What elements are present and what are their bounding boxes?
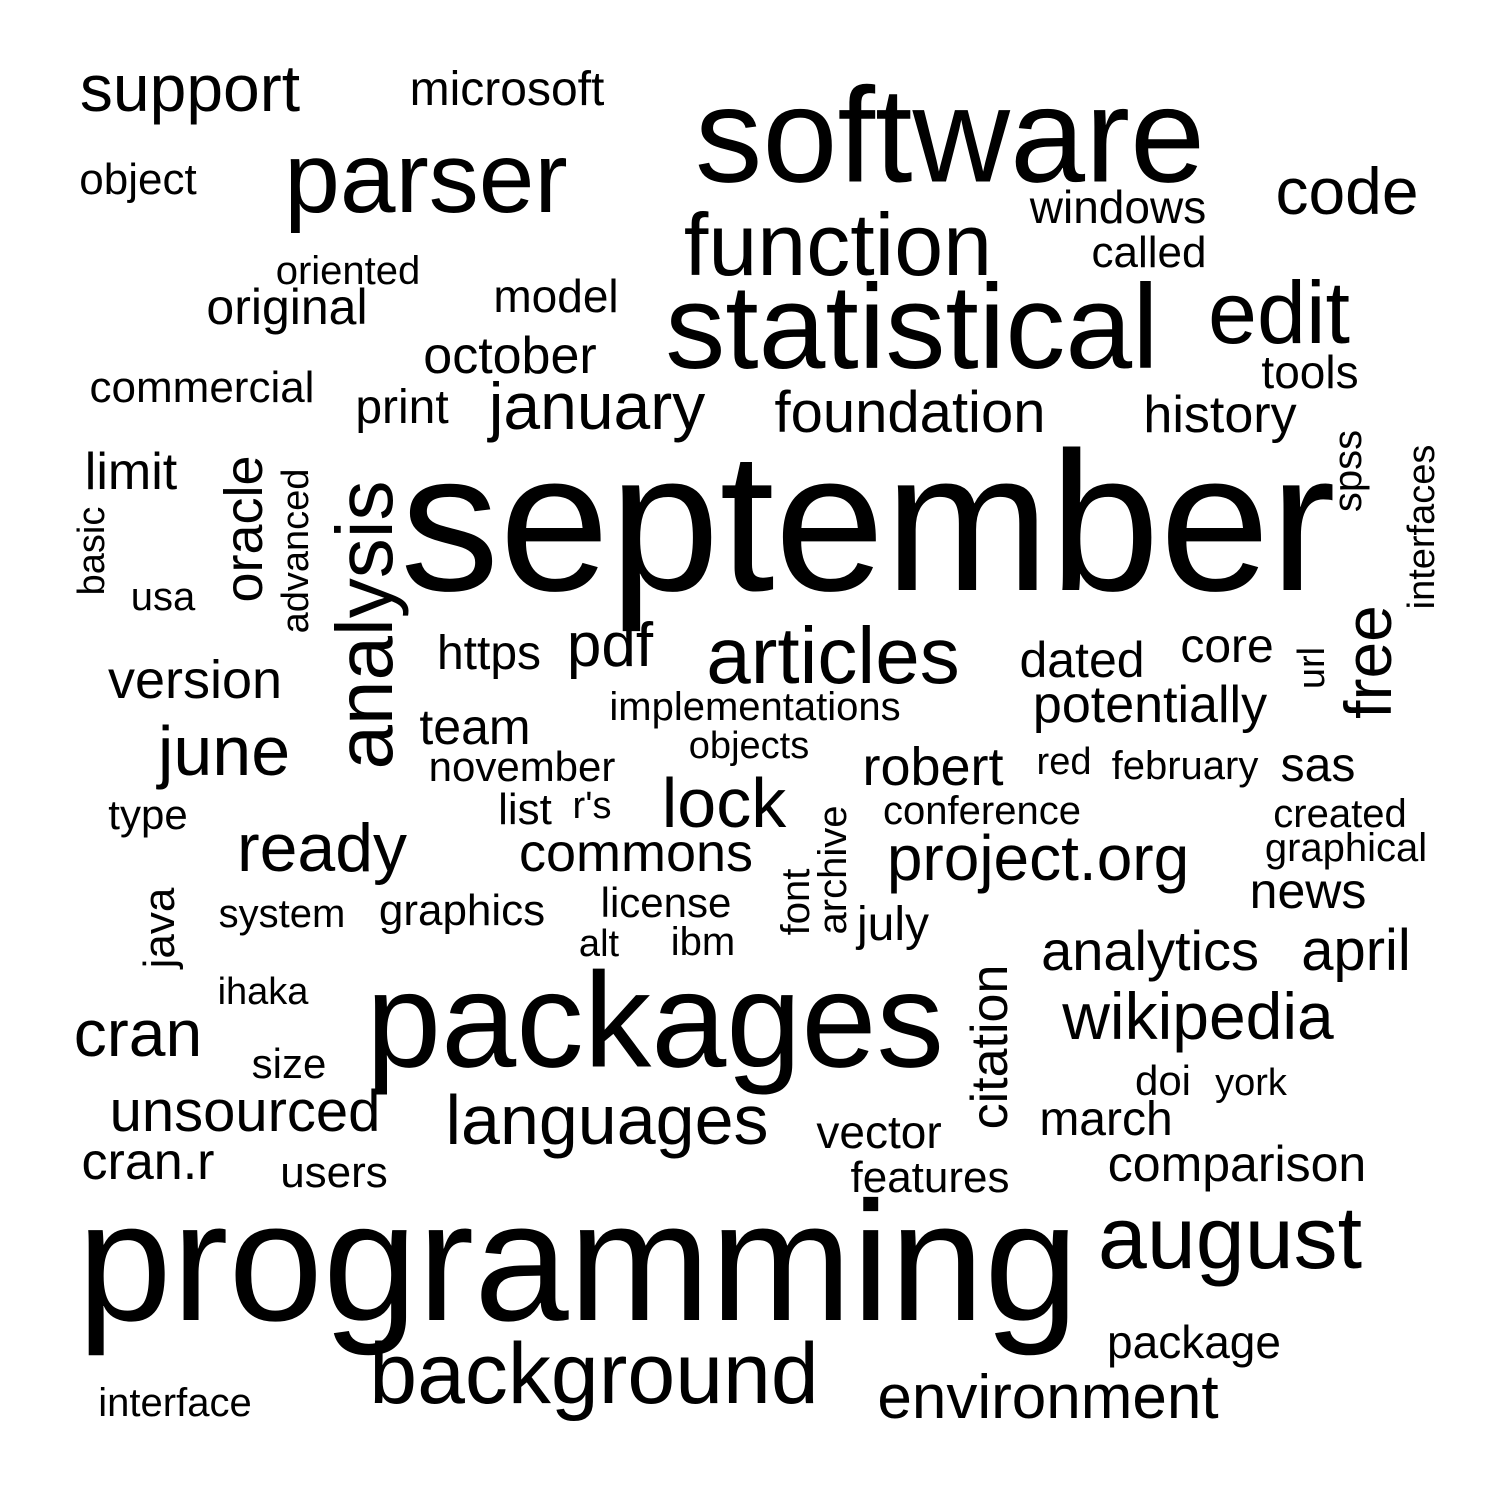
word-sas: sas xyxy=(1280,739,1356,792)
word-java: java xyxy=(135,887,184,969)
word-called: called xyxy=(1091,228,1207,277)
word-https: https xyxy=(436,627,542,680)
word-august: august xyxy=(1097,1188,1363,1287)
word-ihaka: ihaka xyxy=(217,971,309,1013)
word-list: list xyxy=(498,785,552,834)
word-interface: interface xyxy=(98,1381,252,1425)
word-function: function xyxy=(683,195,993,294)
word-oriented: oriented xyxy=(275,249,421,293)
word-ready: ready xyxy=(236,810,408,886)
word-core: core xyxy=(1180,620,1274,673)
word-features: features xyxy=(850,1153,1010,1202)
word-oracle: oracle xyxy=(214,455,274,603)
word-users: users xyxy=(280,1148,388,1197)
word-history: history xyxy=(1143,386,1297,444)
word-code: code xyxy=(1275,154,1419,228)
word-windows: windows xyxy=(1029,181,1207,233)
word-advanced: advanced xyxy=(275,468,317,634)
word-wikipedia: wikipedia xyxy=(1062,979,1334,1053)
word-font: font xyxy=(774,868,818,936)
word-june: june xyxy=(157,712,291,790)
word-usa: usa xyxy=(130,575,196,619)
word-cran-r: cran.r xyxy=(81,1133,215,1191)
word-version: version xyxy=(107,650,283,710)
word-february: february xyxy=(1111,744,1259,788)
word-team: team xyxy=(419,699,531,755)
word-package: package xyxy=(1107,1316,1281,1368)
word-license: license xyxy=(600,879,732,926)
word-model: model xyxy=(493,270,619,322)
word-objects: objects xyxy=(688,725,810,767)
word-articles: articles xyxy=(706,611,960,700)
word-parser: parser xyxy=(284,122,568,234)
word-doi: doi xyxy=(1134,1057,1192,1104)
word-interfaces: interfaces xyxy=(1401,444,1443,610)
word-basic: basic xyxy=(71,506,113,596)
word-graphics: graphics xyxy=(378,886,546,935)
word-vector: vector xyxy=(816,1106,942,1158)
word-free: free xyxy=(1331,605,1405,719)
word-potentially: potentially xyxy=(1032,676,1268,734)
word-september: september xyxy=(400,411,1336,632)
word-archive: archive xyxy=(811,805,855,935)
word-alt: alt xyxy=(578,923,620,965)
word-packages: packages xyxy=(366,944,944,1096)
word-comparison: comparison xyxy=(1107,1136,1367,1192)
word-implementations: implementations xyxy=(609,685,901,729)
word-limit: limit xyxy=(84,443,178,501)
word-cran: cran xyxy=(73,996,203,1070)
word-created: created xyxy=(1273,792,1407,836)
word-languages: languages xyxy=(445,1081,769,1159)
word-analysis: analysis xyxy=(320,480,409,770)
word-type: type xyxy=(108,791,188,838)
word-conference: conference xyxy=(883,789,1081,833)
word-size: size xyxy=(251,1040,327,1087)
word-commons: commons xyxy=(518,823,754,883)
word-foundation: foundation xyxy=(774,380,1046,445)
word-object: object xyxy=(79,155,197,204)
word-project-org: project.org xyxy=(886,822,1190,894)
word-environment: environment xyxy=(877,1363,1219,1432)
word-citation: citation xyxy=(961,964,1019,1130)
word-spss: spss xyxy=(1326,429,1370,513)
word-tools: tools xyxy=(1261,346,1359,398)
word-dated: dated xyxy=(1019,632,1145,688)
word-july: july xyxy=(856,898,930,951)
word-april: april xyxy=(1301,918,1411,983)
word-november: november xyxy=(428,743,616,790)
word-background: background xyxy=(369,1326,819,1422)
word-software: software xyxy=(694,59,1206,211)
word-print: print xyxy=(355,381,449,434)
word-graphical: graphical xyxy=(1264,826,1428,870)
word-edit: edit xyxy=(1208,263,1350,362)
word-news: news xyxy=(1249,863,1367,919)
word-robert: robert xyxy=(862,737,1004,797)
word-statistical: statistical xyxy=(665,260,1159,394)
word-original: original xyxy=(206,279,368,335)
word-rs: r's xyxy=(572,785,612,827)
word-support: support xyxy=(79,51,301,125)
word-programming: programming xyxy=(77,1167,1079,1357)
word-lock: lock xyxy=(661,764,787,842)
word-unsourced: unsourced xyxy=(109,1079,381,1144)
word-pdf: pdf xyxy=(566,611,654,680)
word-york: york xyxy=(1215,1062,1287,1104)
word-system: system xyxy=(218,892,346,936)
word-analytics: analytics xyxy=(1041,919,1259,982)
word-january: january xyxy=(488,369,706,443)
word-commercial: commercial xyxy=(89,363,315,412)
word-october: october xyxy=(423,327,597,385)
word-red: red xyxy=(1036,741,1092,783)
word-microsoft: microsoft xyxy=(409,63,605,116)
word-ibm: ibm xyxy=(670,920,736,964)
word-march: march xyxy=(1039,1093,1173,1146)
word-url: url xyxy=(1291,646,1333,690)
